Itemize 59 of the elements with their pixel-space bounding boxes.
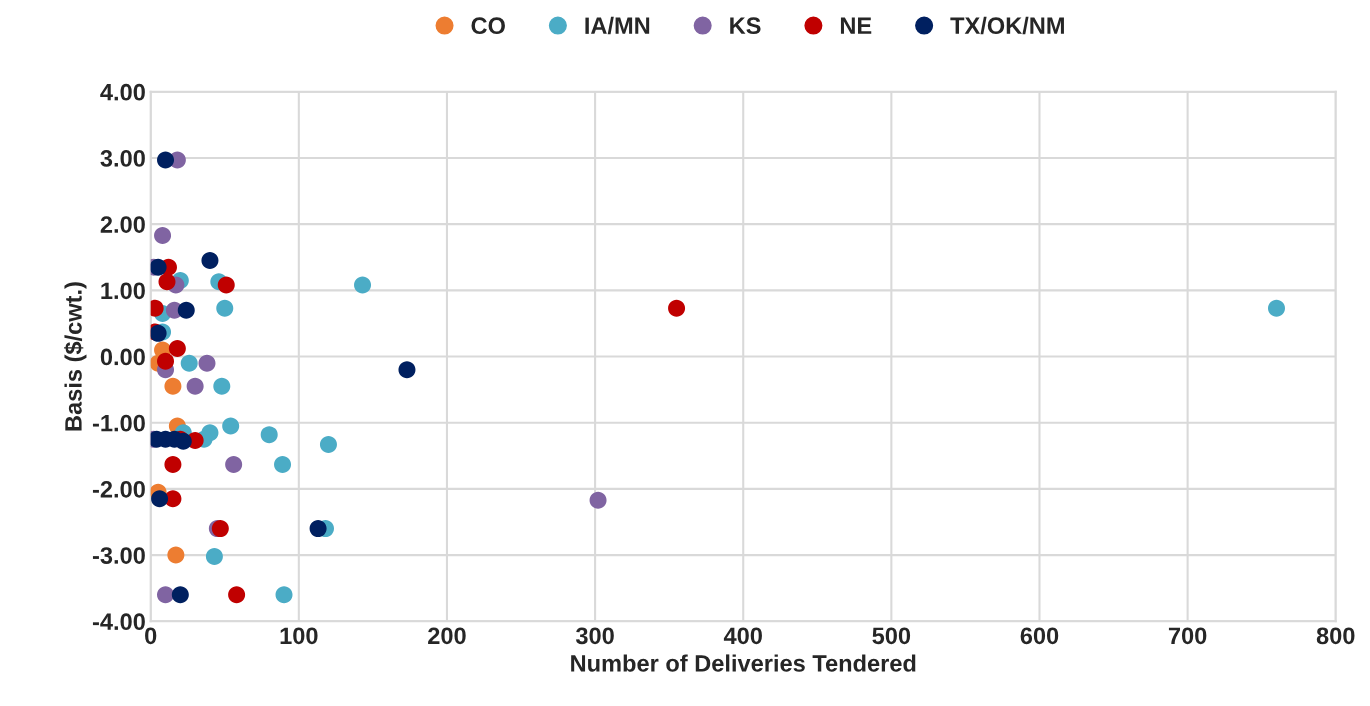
point <box>180 354 198 372</box>
point <box>186 377 204 395</box>
point <box>171 586 189 604</box>
point <box>164 455 182 473</box>
x-tick-label: 0 <box>145 627 157 645</box>
y-tick-label: -3.00 <box>92 547 145 564</box>
point <box>319 436 337 454</box>
point <box>1267 299 1285 317</box>
x-tick-label: 100 <box>280 627 318 645</box>
y-tick-label: 2.00 <box>100 216 145 233</box>
y-tick-label: 3.00 <box>100 150 145 167</box>
point <box>150 258 167 276</box>
point <box>260 426 278 444</box>
point <box>157 352 175 370</box>
y-tick-label: 0.00 <box>100 348 145 366</box>
x-tick-label: 200 <box>428 627 466 645</box>
point <box>309 520 327 538</box>
point <box>151 490 169 508</box>
point <box>157 586 175 604</box>
x-tick-label: 400 <box>723 627 762 645</box>
point <box>216 299 234 317</box>
legend-label: TX/OK/NM <box>950 16 1064 35</box>
point <box>213 377 231 395</box>
point <box>398 361 416 379</box>
point <box>177 301 195 319</box>
point <box>589 491 607 509</box>
point <box>198 354 216 372</box>
point <box>217 276 235 294</box>
x-axis-title: Number of Deliveries Tendered <box>571 654 916 672</box>
y-axis-title: Basis ($/cwt.) <box>64 282 87 431</box>
point <box>167 546 185 564</box>
point <box>668 299 686 317</box>
point <box>228 586 246 604</box>
y-tick-label: -4.00 <box>92 613 145 631</box>
x-tick-label: 800 <box>1316 627 1355 645</box>
legend-label: NE <box>840 17 872 34</box>
y-tick-label: 1.00 <box>101 282 145 300</box>
point <box>158 273 176 291</box>
point <box>275 586 293 604</box>
x-tick-label: 600 <box>1020 627 1059 645</box>
point <box>222 417 240 435</box>
legend-label: IA/MN <box>585 16 650 35</box>
point <box>164 377 182 395</box>
point <box>154 226 172 244</box>
legend-label: KS <box>730 17 761 35</box>
x-tick-label: 500 <box>872 627 911 645</box>
point <box>157 151 175 169</box>
x-tick-label: 700 <box>1168 627 1207 645</box>
point <box>354 276 372 294</box>
point <box>201 252 219 270</box>
point <box>225 455 243 473</box>
legend-label: CO <box>471 17 505 35</box>
point <box>168 340 186 358</box>
y-tick-label: 4.00 <box>100 83 145 101</box>
point <box>274 455 292 473</box>
point <box>205 547 223 565</box>
y-tick-label: -1.00 <box>92 414 145 432</box>
x-tick-label: 300 <box>575 627 614 645</box>
y-tick-label: -2.00 <box>92 480 145 498</box>
